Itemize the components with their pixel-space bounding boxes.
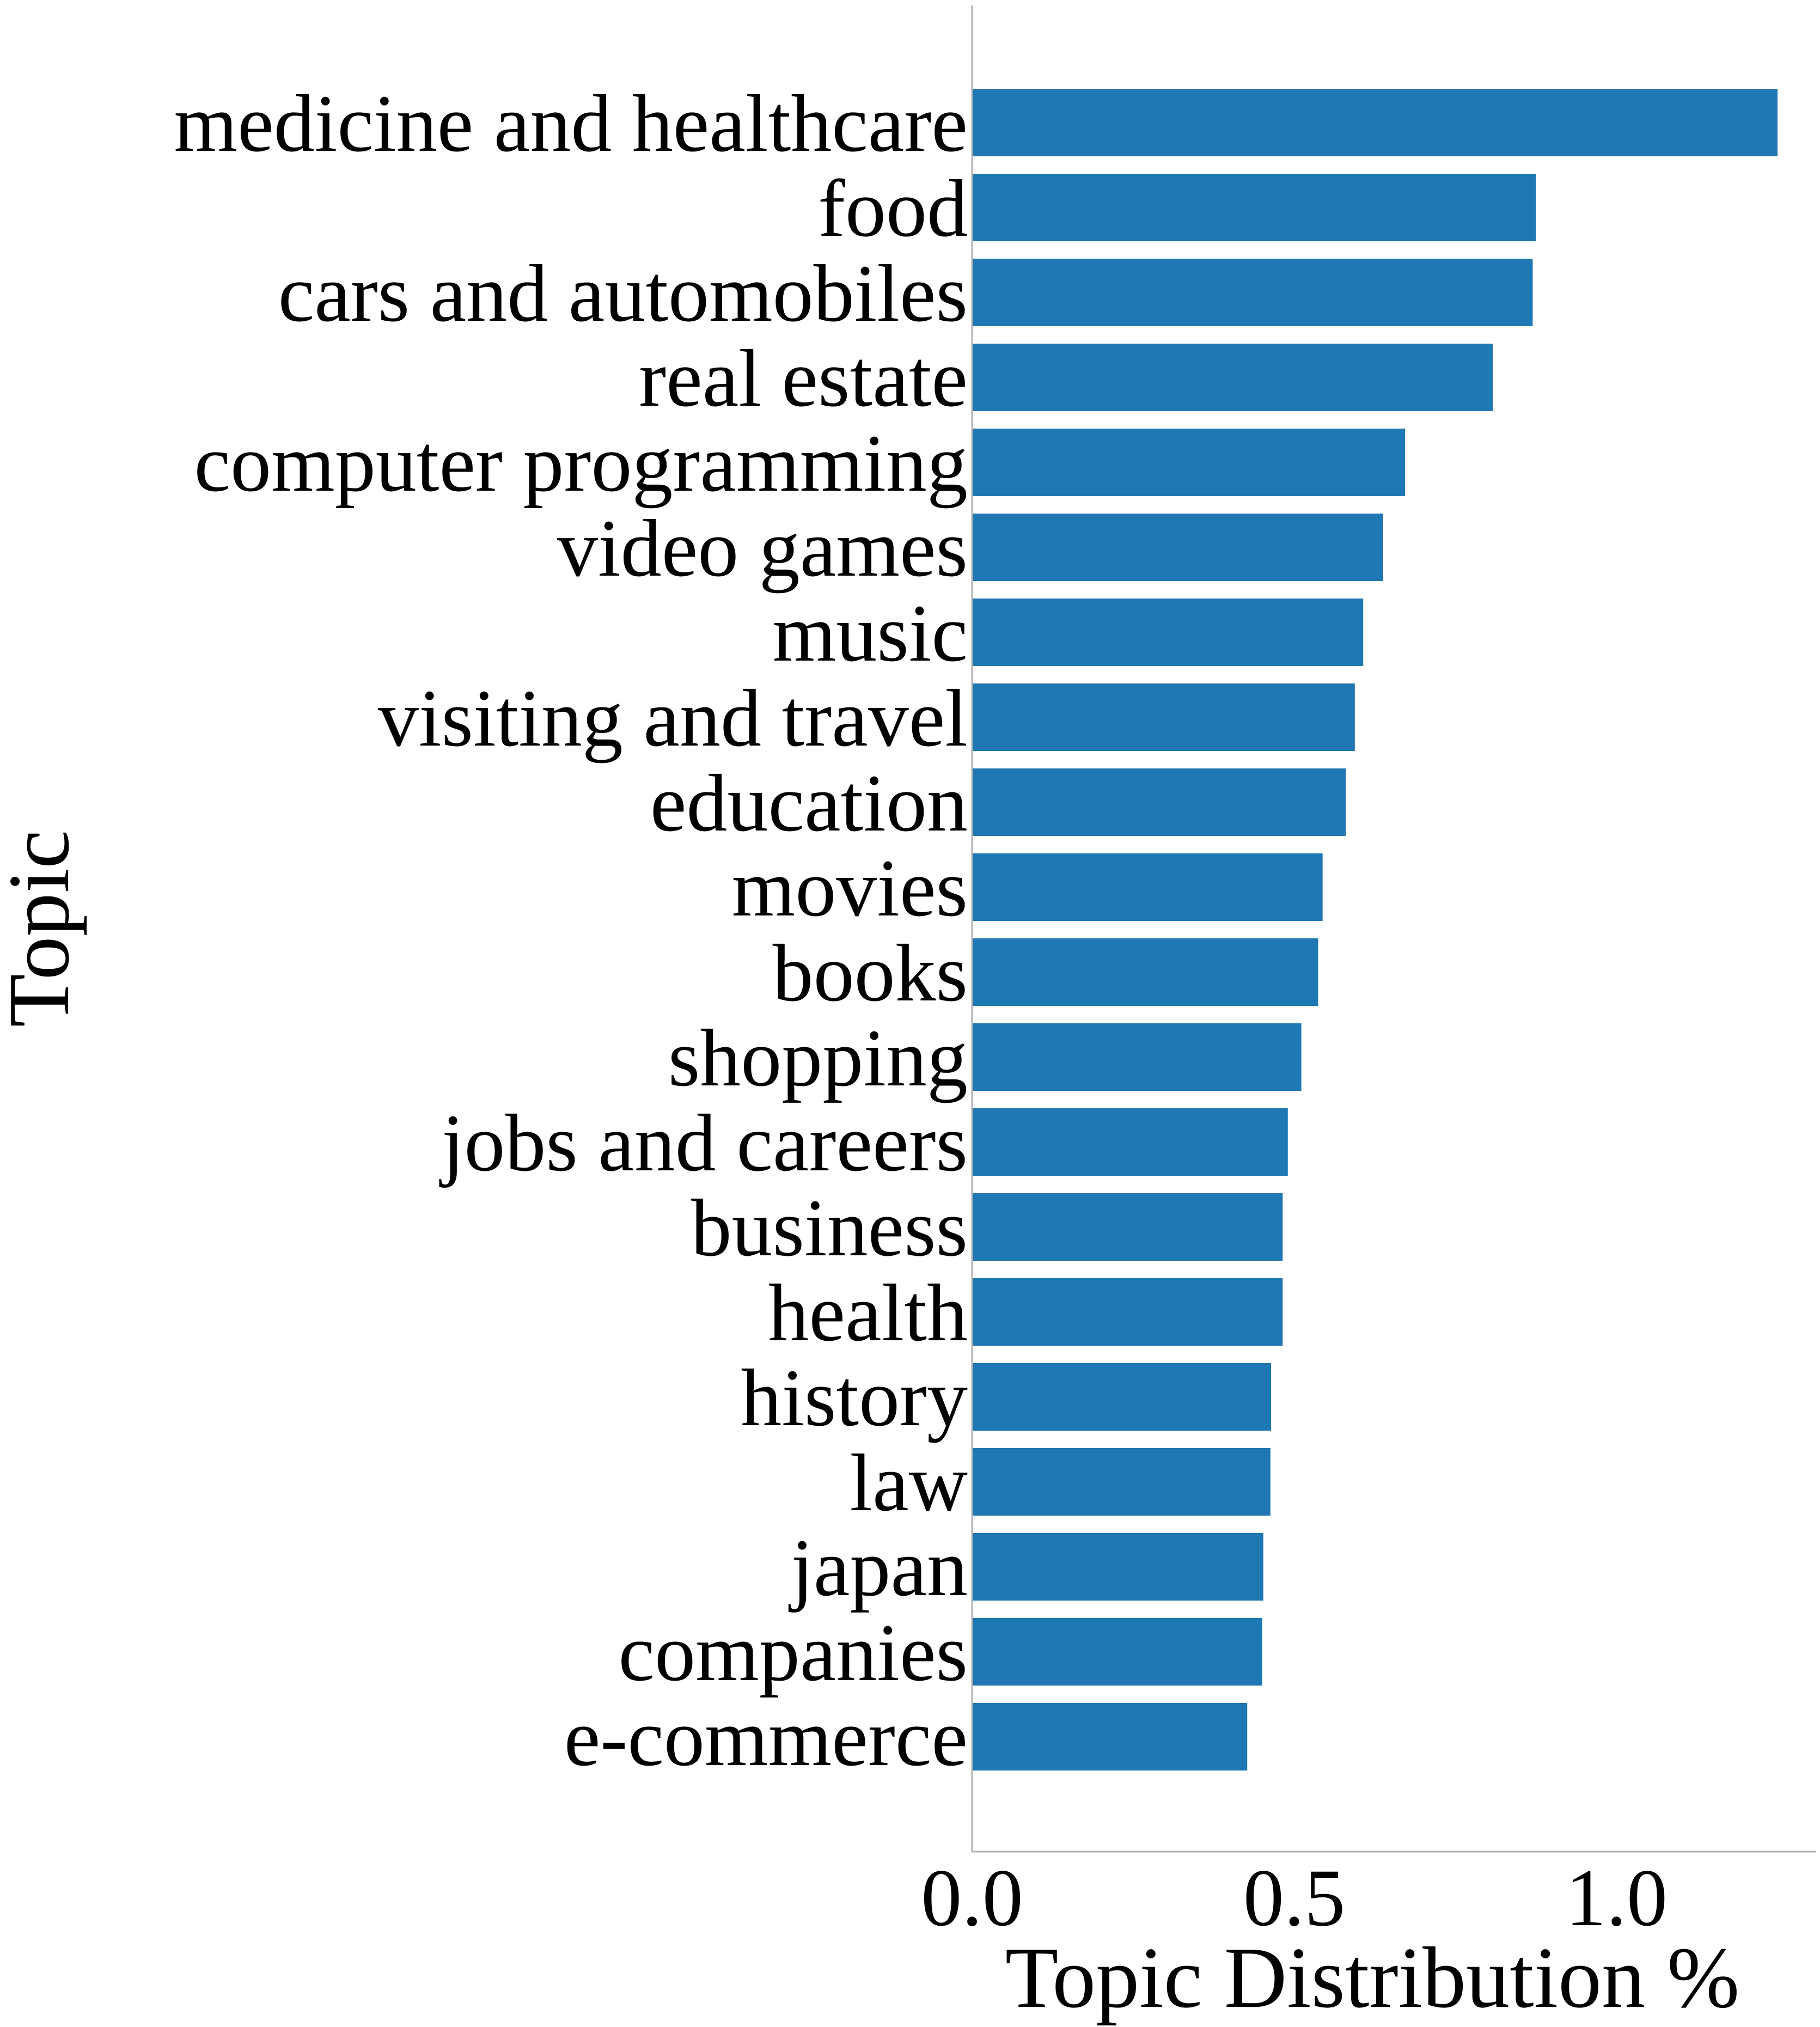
bar-health (972, 1278, 1283, 1346)
bar-medicine-and-healthcare (972, 89, 1778, 156)
category-label: jobs and careers (439, 1098, 968, 1188)
bar-companies (972, 1618, 1262, 1686)
bar-business (972, 1193, 1283, 1261)
bar-e-commerce (972, 1703, 1248, 1770)
category-label: japan (788, 1523, 968, 1613)
bar-jobs-and-careers (972, 1108, 1288, 1176)
category-label: video games (557, 503, 968, 594)
bar-education (972, 768, 1346, 836)
bar-food (972, 174, 1536, 241)
category-label: music (773, 588, 968, 679)
bar-law (972, 1448, 1271, 1516)
category-label: cars and automobiles (278, 248, 968, 339)
bar-cars-and-automobiles (972, 259, 1533, 326)
bar-movies (972, 853, 1323, 921)
y-axis-title: Topic (0, 830, 87, 1027)
bar-music (972, 599, 1364, 666)
bar-computer-programming (972, 429, 1406, 496)
category-label: visiting and travel (378, 673, 968, 764)
category-label: shopping (668, 1013, 968, 1103)
x-tick-label: 0.0 (921, 1853, 1023, 1943)
category-label: books (773, 928, 968, 1018)
bar-shopping (972, 1023, 1302, 1091)
x-axis-title: Topic Distribution % (1005, 1929, 1740, 2026)
category-label: real estate (639, 333, 968, 424)
bar-video-games (972, 514, 1383, 581)
bar-japan (972, 1533, 1263, 1601)
bar-real-estate (972, 344, 1493, 411)
x-tick-group: 0.0 0.5 1.0 (921, 1853, 1668, 1943)
category-label: law (850, 1438, 968, 1528)
bar-books (972, 938, 1318, 1006)
category-label: e-commerce (564, 1693, 968, 1783)
category-label: computer programming (194, 418, 968, 509)
category-label: health (768, 1268, 968, 1358)
bar-visiting-and-travel (972, 683, 1355, 751)
bar-group (972, 89, 1778, 1770)
category-label: business (691, 1183, 968, 1273)
x-tick-label: 1.0 (1565, 1853, 1668, 1943)
category-label: history (741, 1353, 968, 1443)
category-label: companies (619, 1608, 968, 1698)
bar-history (972, 1363, 1272, 1431)
category-label: food (818, 163, 968, 254)
category-label: movies (732, 843, 968, 933)
category-label: medicine and healthcare (174, 78, 968, 169)
x-tick-label: 0.5 (1243, 1853, 1346, 1943)
category-label: education (650, 758, 968, 848)
